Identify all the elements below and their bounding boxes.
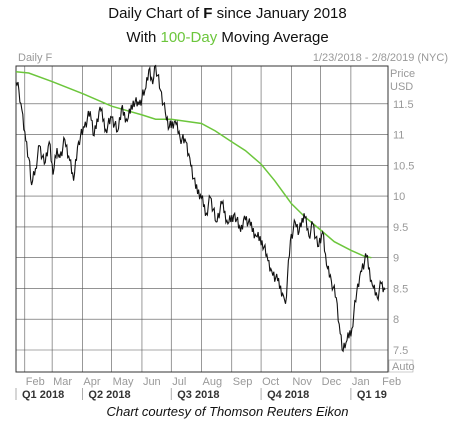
x-tick-label: Jan (352, 376, 370, 388)
x-tick-label: Aug (203, 376, 223, 388)
y-tick-label: 10 (393, 191, 405, 203)
ma-period-label: 100-Day (160, 29, 218, 46)
chart-title: Daily Chart of F since January 2018 With… (0, 2, 455, 50)
x-tick-label: Oct (262, 376, 279, 388)
y-tick-label: 11.5 (393, 99, 414, 111)
ticker-symbol: F (203, 5, 213, 22)
price-axis-title-line: USD (390, 81, 413, 93)
title-line-2: With 100-Day Moving Average (0, 26, 455, 50)
price-axis: 11.5 11 10.5 10 9.5 9 8.5 8 7.5 (393, 99, 414, 357)
auto-scale-label: Auto (392, 361, 415, 373)
y-tick-label: 7.5 (393, 345, 408, 357)
x-tick-label: Jun (143, 376, 161, 388)
x-tick-label: Mar (53, 376, 72, 388)
x-tick-label: May (113, 376, 134, 388)
quarter-axis: Q1 2018 Q2 2018 Q3 2018 Q4 2018 Q1 19 (15, 388, 387, 401)
grid-lines (16, 66, 388, 372)
date-axis: Feb Mar Apr May Jun Jul Aug Sep Oct Nov Dec Jan Feb (26, 376, 401, 388)
x-tick-label: Apr (83, 376, 100, 388)
price-line (15, 64, 386, 353)
chart-caption: Chart courtesy of Thomson Reuters Eikon (106, 404, 349, 419)
chart-symbol-label: Daily F (18, 52, 53, 64)
quarter-label: Q3 2018 (177, 389, 219, 401)
quarter-label: Q4 2018 (267, 389, 309, 401)
x-tick-label: Feb (26, 376, 45, 388)
y-tick-label: 9 (393, 253, 399, 265)
x-tick-label: Feb (382, 376, 401, 388)
x-tick-label: Jul (172, 376, 186, 388)
y-tick-label: 11 (393, 130, 404, 142)
subtitle-prefix: With (126, 29, 161, 46)
y-tick-label: 9.5 (393, 222, 408, 234)
quarter-label: Q2 2018 (88, 389, 130, 401)
y-tick-label: 8 (393, 314, 399, 326)
title-prefix: Daily Chart of (108, 5, 204, 22)
subtitle-suffix: Moving Average (217, 29, 329, 46)
quarter-label: Q1 19 (357, 389, 387, 401)
x-tick-label: Dec (322, 376, 342, 388)
title-suffix: since January 2018 (212, 5, 347, 22)
quarter-label: Q1 2018 (22, 389, 64, 401)
moving-average-line (15, 71, 372, 259)
price-axis-title-line: Price (390, 68, 415, 80)
title-line-1: Daily Chart of F since January 2018 (0, 2, 455, 26)
y-tick-label: 10.5 (393, 160, 414, 172)
auto-scale-button[interactable] (388, 359, 414, 373)
date-range-label: 1/23/2018 - 2/8/2019 (NYC) (313, 52, 448, 64)
x-tick-label: Sep (233, 376, 253, 388)
x-tick-label: Nov (292, 376, 312, 388)
y-tick-label: 8.5 (393, 283, 408, 295)
plot-frame (15, 65, 389, 373)
